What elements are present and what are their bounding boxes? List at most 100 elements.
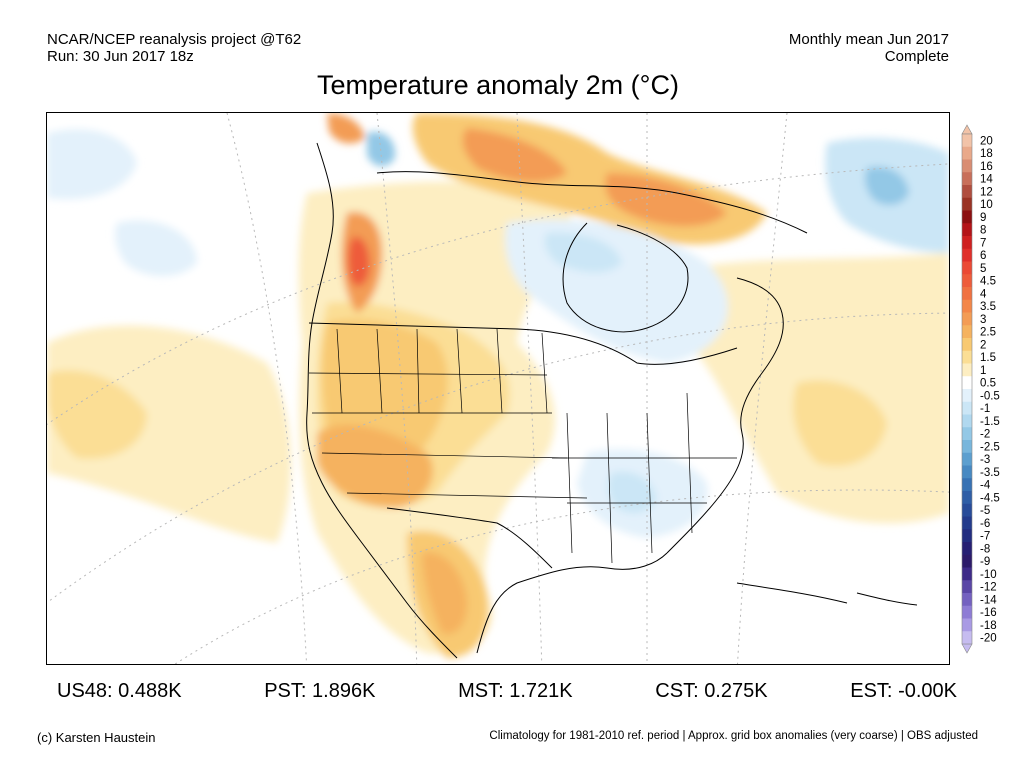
colorbar-label: 20 — [980, 135, 993, 147]
colorbar-swatch — [962, 529, 972, 543]
coastline-hudson — [562, 222, 689, 333]
colorbar-swatch — [962, 363, 972, 377]
colorbar-swatch — [962, 325, 972, 339]
colorbar-label: -9 — [980, 556, 990, 568]
colorbar-label: -5 — [980, 505, 990, 517]
colorbar-swatch — [962, 248, 972, 262]
colorbar-label: -8 — [980, 543, 990, 555]
border-us-canada — [308, 322, 738, 365]
colorbar-label: -20 — [980, 633, 997, 645]
status-label: Complete — [884, 48, 949, 65]
coastline-east — [666, 277, 784, 554]
colorbar-swatch — [962, 478, 972, 492]
colorbar-swatch — [962, 274, 972, 288]
stat-est-label: EST: — [850, 680, 893, 702]
warm-region-atlantic-core — [793, 380, 887, 467]
anomaly-shading — [47, 113, 949, 658]
warm-region-bc-core — [347, 237, 370, 287]
colorbar-label: 6 — [980, 250, 986, 262]
warm-region-arctic-core — [462, 128, 567, 183]
colorbar-top-arrow — [961, 124, 973, 135]
graticule — [47, 113, 949, 664]
colorbar-label: -2.5 — [980, 441, 1000, 453]
colorbar-label: -2 — [980, 429, 990, 441]
header-right: Monthly mean Jun 2017 Complete — [789, 31, 949, 65]
colorbar-label: 3.5 — [980, 301, 996, 313]
coastline-west — [306, 142, 458, 659]
colorbar-label: 5 — [980, 263, 986, 275]
warm-region-mexico-core — [422, 552, 468, 634]
stat-mst: MST: 1.721K — [458, 680, 573, 703]
colorbar-swatch — [962, 631, 972, 645]
colorbar-label: -12 — [980, 582, 997, 594]
colorbar-label: 4.5 — [980, 276, 996, 288]
colorbar-label: -6 — [980, 518, 990, 530]
colorbar-swatch — [962, 338, 972, 352]
colorbar-label: 18 — [980, 148, 993, 160]
stat-pst: PST: 1.896K — [264, 680, 375, 703]
run-label: Run: 30 Jun 2017 18z — [47, 48, 194, 65]
colorbar: 20 18 16 14 12 10 9 8 7 6 5 4.5 4 3.5 3 2.5 2 1.5 1 0.5 -0.5… — [958, 124, 1018, 654]
regional-stats: US48: 0.488K PST: 1.896K MST: 1.721K CST… — [57, 680, 957, 703]
colorbar-label: -16 — [980, 607, 997, 619]
colorbar-label: 3 — [980, 314, 986, 326]
footnote: Climatology for 1981-2010 ref. period | … — [489, 730, 978, 742]
colorbar-swatch — [962, 414, 972, 428]
header-left: NCAR/NCEP reanalysis project @T62 Run: 3… — [47, 31, 301, 65]
colorbar-swatch — [962, 197, 972, 211]
colorbar-label: 4 — [980, 288, 987, 300]
colorbar-swatch — [962, 172, 972, 186]
stat-pst-label: PST: — [264, 680, 307, 702]
colorbar-swatch — [962, 134, 972, 148]
colorbar-label: 10 — [980, 199, 993, 211]
colorbar-label: -0.5 — [980, 390, 1000, 402]
colorbar-swatch — [962, 223, 972, 237]
colorbar-bottom-arrow — [961, 643, 973, 654]
colorbar-swatch — [962, 427, 972, 441]
colorbar-swatch — [962, 299, 972, 313]
colorbar-label: -3 — [980, 454, 990, 466]
warm-region-hudson-east — [605, 173, 727, 227]
stat-mst-label: MST: — [458, 680, 504, 702]
colorbar-label: 2 — [980, 339, 986, 351]
colorbar-frame — [961, 133, 973, 645]
colorbar-swatch — [962, 261, 972, 275]
stat-us48-value: 0.488K — [118, 680, 182, 702]
cool-region-greenland-core — [864, 166, 909, 205]
stat-est: EST: -0.00K — [850, 680, 957, 703]
colorbar-swatch — [962, 567, 972, 581]
colorbar-swatch — [962, 389, 972, 403]
colorbar-label: -4 — [980, 480, 991, 492]
colorbar-label: 12 — [980, 186, 993, 198]
colorbar-swatch — [962, 452, 972, 466]
colorbar-swatch — [962, 210, 972, 224]
colorbar-swatch — [962, 440, 972, 454]
colorbar-swatch — [962, 516, 972, 530]
colorbar-label: -7 — [980, 531, 990, 543]
cool-region-alaska — [367, 131, 396, 167]
colorbar-label: -14 — [980, 594, 997, 606]
cool-region-pacific-sw — [115, 220, 197, 277]
colorbar-swatch — [962, 350, 972, 364]
period-label: Monthly mean Jun 2017 — [788, 31, 949, 48]
colorbar-label: 7 — [980, 237, 986, 249]
colorbar-swatch — [962, 618, 972, 632]
stat-us48: US48: 0.488K — [57, 680, 182, 703]
border-us-mexico — [386, 507, 553, 569]
colorbar-swatch — [962, 503, 972, 517]
colorbar-swatch — [962, 542, 972, 556]
colorbar-swatch — [962, 554, 972, 568]
stat-us48-label: US48: — [57, 680, 113, 702]
warm-region-southwest — [317, 424, 433, 508]
colorbar-swatch — [962, 465, 972, 479]
anomaly-map-canvas — [47, 113, 949, 664]
colorbar-swatch — [962, 491, 972, 505]
stat-cst-label: CST: — [655, 680, 699, 702]
colorbar-swatch — [962, 401, 972, 415]
colorbar-label: -1 — [980, 403, 990, 415]
stat-mst-value: 1.721K — [509, 680, 573, 702]
caribbean — [736, 582, 918, 606]
cool-region-hudson-core — [544, 232, 622, 273]
colorbar-label: -10 — [980, 569, 997, 581]
stat-est-value: -0.00K — [898, 680, 957, 702]
